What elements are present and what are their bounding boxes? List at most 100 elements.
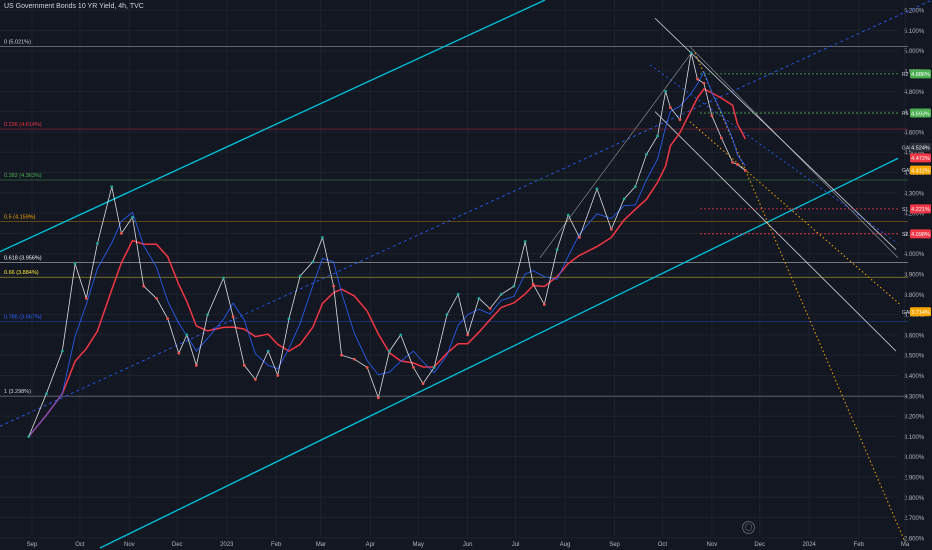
- price-point: [388, 349, 391, 353]
- price-point: [523, 240, 527, 243]
- price-point: [155, 296, 158, 300]
- x-tick-label: Apr: [366, 542, 375, 548]
- x-tick-label: Oct: [75, 542, 85, 548]
- y-tick-label: 2.900%: [904, 475, 925, 481]
- price-point: [622, 197, 626, 201]
- y-tick-label: 3.900%: [904, 273, 925, 279]
- channel-lower-line: [99, 157, 899, 549]
- x-tick-label: 2024: [803, 542, 817, 548]
- moving-average-slow: [28, 88, 747, 437]
- price-point: [185, 333, 189, 337]
- level-name-label: R2: [902, 72, 909, 78]
- price-tag: [910, 204, 931, 214]
- y-tick-label: 2.700%: [904, 516, 925, 522]
- y-tick-label: 3.800%: [904, 293, 925, 299]
- level-name-label: GAP: [902, 310, 913, 316]
- x-tick-label: Jul: [512, 542, 520, 548]
- y-tick-label: 4.800%: [904, 90, 925, 96]
- price-tag: [910, 108, 931, 118]
- price-point: [477, 296, 481, 300]
- fib-level-label: 0.66 (3.884%): [4, 270, 39, 276]
- price-point: [177, 351, 181, 355]
- channel-median-line: [0, 0, 932, 427]
- level-name-label: GAP: [902, 145, 913, 151]
- price-point: [720, 136, 723, 140]
- price-point: [609, 227, 613, 231]
- y-tick-label: 3.200%: [904, 415, 925, 421]
- price-point: [96, 242, 99, 245]
- price-point: [696, 77, 699, 81]
- price-tag-label: 4.886%: [911, 72, 930, 78]
- fib-level-label: 0.618 (3.956%): [4, 256, 42, 262]
- price-point: [531, 282, 535, 286]
- price-point: [231, 315, 235, 319]
- price-point: [119, 232, 123, 235]
- x-tick-label: Dec: [754, 542, 765, 548]
- price-point: [566, 213, 570, 217]
- price-point: [332, 284, 336, 288]
- y-tick-label: 5.100%: [904, 29, 925, 35]
- price-point: [131, 215, 134, 219]
- price-tag-label: 4.221%: [911, 207, 930, 213]
- x-tick-label: Sep: [609, 542, 620, 548]
- y-tick-label: 3.400%: [904, 374, 925, 380]
- price-tag-label: 4.098%: [911, 232, 930, 238]
- price-point: [710, 114, 714, 118]
- fib-level-label: 0.5 (4.159%): [4, 214, 36, 220]
- price-point: [311, 260, 315, 264]
- x-tick-label: Feb: [271, 542, 282, 548]
- y-tick-label: 3.500%: [904, 354, 925, 360]
- x-tick-label: Mar: [316, 542, 326, 548]
- price-point: [340, 353, 344, 357]
- price-point: [399, 333, 403, 337]
- x-tick-label: May: [413, 542, 424, 548]
- y-tick-label: 3.100%: [904, 435, 925, 441]
- x-tick-label: Dec: [172, 542, 183, 548]
- price-point: [321, 236, 324, 239]
- price-point: [142, 284, 146, 288]
- y-tick-label: 5.200%: [904, 9, 925, 15]
- descending-channel-upper: [654, 17, 897, 250]
- price-point: [668, 106, 672, 109]
- price-point: [512, 284, 516, 288]
- y-tick-label: 5.000%: [904, 49, 925, 55]
- y-tick-label: 2.600%: [904, 536, 925, 542]
- price-point: [287, 317, 291, 321]
- price-point: [689, 51, 693, 55]
- price-tag-label: 4.524%: [911, 146, 930, 152]
- x-tick-label: Jun: [463, 542, 473, 548]
- price-point: [276, 374, 280, 377]
- y-tick-label: 2.800%: [904, 496, 925, 502]
- price-point: [736, 163, 739, 166]
- x-tick-label: 2023: [220, 542, 234, 548]
- projection-line: [649, 64, 899, 244]
- y-tick-label: 4.600%: [904, 130, 925, 136]
- price-tag-label: 4.412%: [911, 168, 930, 174]
- x-tick-label: Ma: [901, 542, 910, 548]
- price-point: [254, 378, 257, 381]
- fib-level-label: 0.786 (3.667%): [4, 314, 42, 320]
- descending-channel-lower: [654, 111, 897, 352]
- moving-average-mid: [28, 70, 746, 437]
- price-point: [578, 236, 581, 239]
- fib-level-label: 0.382 (4.363%): [4, 173, 42, 179]
- fib-level-label: 0 (5.021%): [4, 39, 31, 45]
- price-point: [633, 185, 637, 189]
- price-point: [242, 363, 246, 367]
- price-point: [432, 365, 436, 369]
- level-name-label: S1: [902, 207, 908, 213]
- y-tick-label: 4.000%: [904, 252, 925, 258]
- price-tag-label: 4.472%: [911, 156, 930, 162]
- price-point: [412, 365, 415, 369]
- x-tick-label: Feb: [854, 542, 865, 548]
- price-point: [445, 313, 449, 316]
- price-point: [731, 160, 735, 164]
- channel-upper-line: [0, 0, 546, 253]
- price-point: [298, 274, 302, 278]
- descending-channel-mid: [689, 46, 899, 258]
- x-tick-label: Nov: [707, 542, 718, 548]
- x-tick-label: Oct: [658, 542, 668, 548]
